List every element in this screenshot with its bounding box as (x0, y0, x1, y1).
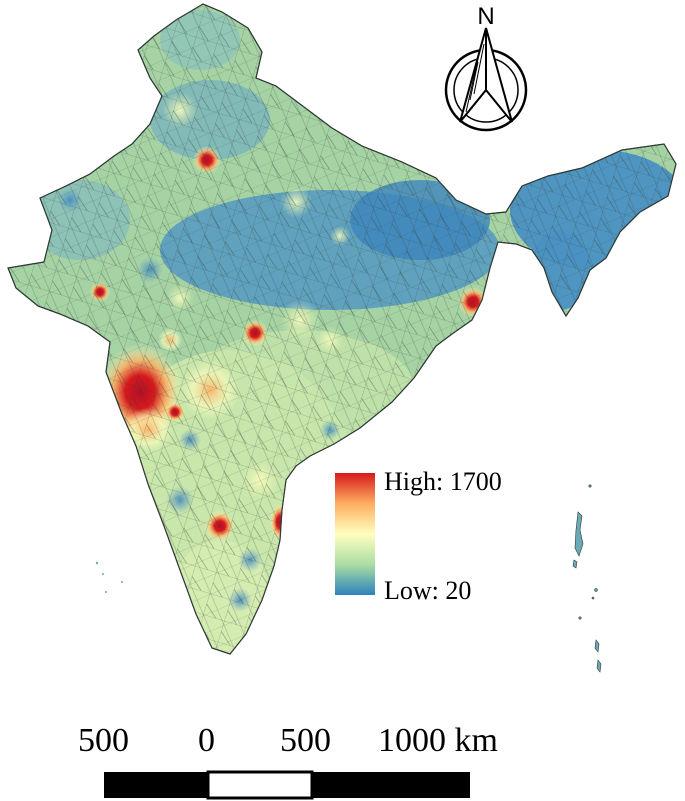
legend-high-label: High: 1700 (384, 467, 502, 496)
scale-bar-segment-1 (104, 772, 208, 798)
scale-bar-segment-4 (416, 772, 470, 798)
scale-label-500-left: 500 (78, 722, 129, 759)
scale-label-500-right: 500 (280, 722, 331, 759)
north-arrow: N (444, 3, 528, 132)
scale-bar (104, 770, 470, 800)
north-arrow-label: N (477, 3, 494, 30)
andaman-nicobar-islands (572, 484, 602, 673)
scale-bar-segment-2 (206, 770, 314, 800)
scale-label-0: 0 (198, 722, 215, 759)
scale-bar-segment-3 (312, 772, 416, 798)
legend-low-label: Low: 20 (384, 576, 472, 605)
north-arrow-needle-right (485, 27, 513, 123)
legend-color-ramp (335, 473, 375, 595)
lakshadweep-islands (95, 561, 123, 593)
north-arrow-needle-left (459, 27, 487, 123)
scale-label-1000-km: 1000 km (378, 722, 498, 759)
